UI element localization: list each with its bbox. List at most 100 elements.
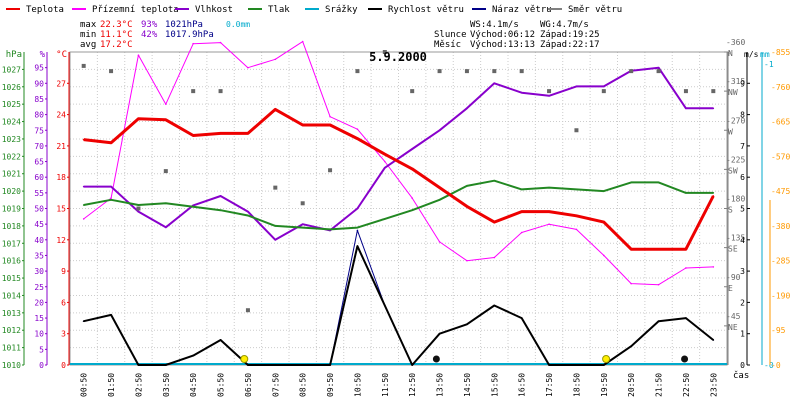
series-rychlost-vetru-point xyxy=(712,339,715,341)
series-tlak-point xyxy=(192,205,194,208)
series-prizemni-teplota-point xyxy=(165,103,167,105)
humidity-tick-label: 55 xyxy=(34,189,44,198)
wind-direction-compass-label: N xyxy=(728,49,733,58)
series-vlhkost-point xyxy=(137,210,140,213)
x-tick-label: 04:50 xyxy=(189,373,198,397)
pressure-tick-label: 1019 xyxy=(2,205,21,214)
stats-min-humidity: 42% xyxy=(141,30,158,40)
series-prizemni-teplota-point xyxy=(438,241,441,243)
series-prizemni-teplota-line xyxy=(83,41,714,286)
series-prizemni-teplota-point xyxy=(466,259,468,262)
x-tick-label: 15:50 xyxy=(490,373,499,397)
pressure-axis-unit: hPa xyxy=(6,50,22,60)
humidity-tick-label: 35 xyxy=(34,251,44,260)
series-tlak xyxy=(82,179,715,231)
wind-direction-compass-label: E xyxy=(728,284,733,293)
series-vlhkost-point xyxy=(110,185,112,188)
series-vlhkost-point xyxy=(219,195,222,197)
humidity-tick-label: 70 xyxy=(34,142,44,151)
series-vlhkost-point xyxy=(247,210,249,213)
series-rychlost-vetru-point xyxy=(82,320,85,322)
legend: Teplota Přízemní teplota Vlhkost Tlak Srážky… xyxy=(6,5,622,15)
series-prizemni-teplota-point xyxy=(493,256,496,259)
x-tick-label: 19:50 xyxy=(600,373,609,397)
humidity-tick-label: 45 xyxy=(34,220,44,229)
humidity-tick-label: 20 xyxy=(34,298,44,307)
series-tlak-point xyxy=(301,226,304,229)
series-prizemni-teplota-point xyxy=(137,54,140,56)
humidity-tick-label: 75 xyxy=(34,126,44,135)
wind-speed-tick-label: 2 xyxy=(740,298,745,307)
series-smer-vetru-point xyxy=(328,168,333,173)
series-smer-vetru-point xyxy=(273,185,278,190)
series-vlhkost-point xyxy=(548,95,550,97)
series-rychlost-vetru-point xyxy=(657,320,660,322)
wind-direction-tick-label: -45 xyxy=(726,312,741,321)
series-rychlost-vetru-point xyxy=(466,323,468,326)
wind-direction-compass-label: NW xyxy=(728,88,738,97)
legend-label-rychlost-vetru: Rychlost větru xyxy=(388,5,464,15)
radiation-tick-label: -475 xyxy=(771,187,790,196)
series-teplota-point xyxy=(685,248,687,250)
series-rychlost-vetru-point xyxy=(575,364,578,366)
wind-direction-tick-label: -270 xyxy=(726,116,745,125)
series-vlhkost-point xyxy=(466,107,468,110)
series-smer-vetru-point xyxy=(218,89,223,94)
series-teplota-point xyxy=(630,248,632,250)
series-vlhkost-point xyxy=(411,148,413,150)
pressure-tick-label: 1015 xyxy=(2,274,21,283)
moonset: Západ:22:17 xyxy=(540,40,600,50)
series-tlak-point xyxy=(603,190,605,192)
series-prizemni-teplota-point xyxy=(247,66,249,69)
series-smer-vetru-point xyxy=(163,169,168,174)
humidity-axis-unit: % xyxy=(40,50,46,60)
humidity-tick-label: 30 xyxy=(34,267,44,276)
pressure-tick-label: 1013 xyxy=(2,309,21,318)
series-teplota-point xyxy=(301,124,304,126)
radiation-tick-label: -855 xyxy=(771,48,790,57)
series-prizemni-teplota-point xyxy=(548,223,550,225)
series-rychlost-vetru-point xyxy=(165,364,167,366)
x-tick-label: 11:50 xyxy=(381,373,390,397)
series-prizemni-teplota-point xyxy=(110,197,112,199)
series-smer-vetru-point xyxy=(437,69,442,74)
series-teplota-point xyxy=(356,137,359,140)
series-naraz-vetru-point xyxy=(356,229,359,232)
series-prizemni-teplota-point xyxy=(630,282,632,285)
humidity-tick-label: 50 xyxy=(34,205,44,214)
series-rychlost-vetru-point xyxy=(274,364,277,366)
series-smer-vetru-point xyxy=(109,69,114,74)
series-smer-vetru-point xyxy=(656,69,661,74)
series-prizemni-teplota-point xyxy=(685,267,687,269)
series-vlhkost-point xyxy=(685,107,687,110)
moonrise-marker xyxy=(432,355,440,363)
series-smer-vetru-point xyxy=(191,89,196,94)
x-tick-label: 00:50 xyxy=(80,373,89,397)
sunrise-marker xyxy=(240,355,249,363)
sunset: Západ:19:25 xyxy=(540,30,600,40)
pressure-tick-label: 1010 xyxy=(2,361,21,370)
sunrise: Východ:06:12 xyxy=(470,30,535,40)
x-tick-label: 10:50 xyxy=(353,373,362,397)
legend-label-teplota: Teplota xyxy=(26,5,64,15)
radiation-tick-label: -285 xyxy=(771,257,790,266)
series-prizemni-teplota-point xyxy=(712,266,715,268)
temperature-tick-label: 15 xyxy=(56,205,66,214)
series-teplota-point xyxy=(438,186,441,189)
series-smer-vetru-point xyxy=(300,201,305,206)
series-rychlost-vetru-point xyxy=(137,364,140,366)
series-teplota-point xyxy=(384,153,386,156)
wind-speed-tick-label: 6 xyxy=(740,173,745,182)
sun-label: Slunce xyxy=(434,30,467,40)
legend-label-smer-vetru: Směr větru xyxy=(568,5,622,15)
series-teplota-point xyxy=(192,134,194,137)
series-tlak-point xyxy=(466,185,468,187)
legend-label-vlhkost: Vlhkost xyxy=(195,5,233,15)
wind-direction-compass-label: SE xyxy=(728,245,738,254)
radiation-tick-label: -380 xyxy=(771,222,790,231)
series-vlhkost-point xyxy=(301,223,304,225)
pressure-tick-label: 1024 xyxy=(2,118,21,127)
series-rychlost-vetru-point xyxy=(438,332,441,335)
x-tick-label: 18:50 xyxy=(572,373,581,397)
